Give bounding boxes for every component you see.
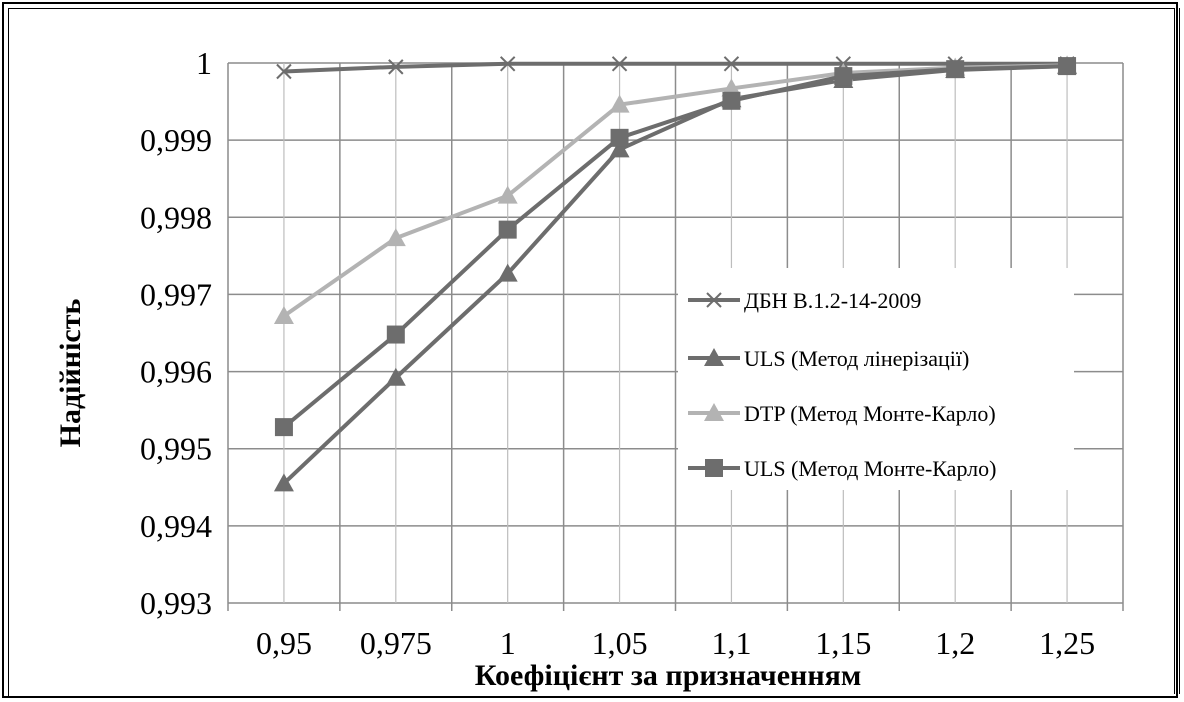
x-tick-label: 0,975 <box>360 625 432 661</box>
y-tick-label: 1 <box>196 45 212 81</box>
square-marker <box>1058 57 1077 76</box>
legend-label: DTP (Метод Монте-Карло) <box>744 401 996 426</box>
x-marker <box>706 292 722 308</box>
y-axis-ticks: 1 0,999 0,998 0,997 0,996 0,995 0,994 0,993 <box>140 45 212 621</box>
series-3 <box>274 57 1077 437</box>
legend: ДБН В.1.2-14-2009 ULS (Метод лінерізації)… <box>678 268 1074 490</box>
triangle-marker <box>497 185 518 204</box>
legend-label: ULS (Метод Монте-Карло) <box>744 456 996 481</box>
x-tick-label: 1,05 <box>592 625 648 661</box>
triangle-marker <box>273 473 294 492</box>
x-tick-label: 1,1 <box>711 625 751 661</box>
square-marker <box>386 325 405 344</box>
x-tick-label: 0,95 <box>256 625 312 661</box>
triangle-marker <box>609 139 630 158</box>
triangle-marker <box>385 367 406 386</box>
triangle-marker <box>385 228 406 247</box>
x-marker <box>276 63 292 80</box>
x-axis-label: Коефіцієнт за призначенням <box>475 659 862 692</box>
inner-frame <box>8 8 1174 698</box>
x-axis-ticks: 0,95 0,975 1 1,05 1,1 1,15 1,2 1,25 <box>256 625 1095 661</box>
x-marker <box>388 59 404 75</box>
right-frame-strip <box>1174 8 1180 694</box>
grid <box>227 62 1124 611</box>
legend-box <box>678 268 1074 490</box>
legend-label: ДБН В.1.2-14-2009 <box>744 288 921 313</box>
legend-item: ДБН В.1.2-14-2009 <box>688 288 921 313</box>
y-tick-label: 0,995 <box>140 431 212 467</box>
series-line <box>283 61 1068 74</box>
triangle-marker <box>704 348 724 366</box>
y-tick-label: 0,994 <box>140 508 212 544</box>
y-tick-label: 0,993 <box>140 585 212 621</box>
square-marker <box>834 67 853 86</box>
triangle-marker <box>609 94 630 113</box>
x-tick-label: 1,15 <box>815 625 871 661</box>
x-tick-label: 1,2 <box>935 625 975 661</box>
x-tick-label: 1 <box>500 625 516 661</box>
triangle-marker <box>273 306 294 325</box>
legend-item: ULS (Метод Монте-Карло) <box>688 456 996 481</box>
legend-label: ULS (Метод лінерізації) <box>744 346 969 371</box>
y-tick-label: 0,998 <box>140 199 212 235</box>
series-group <box>273 55 1078 492</box>
legend-item: DTP (Метод Монте-Карло) <box>688 401 996 426</box>
square-marker <box>610 128 629 147</box>
legend-item: ULS (Метод лінерізації) <box>688 346 969 371</box>
square-marker <box>722 91 741 110</box>
x-marker <box>723 56 740 72</box>
x-marker <box>611 56 628 72</box>
triangle-marker <box>704 403 724 421</box>
y-tick-label: 0,999 <box>140 122 212 158</box>
triangle-marker <box>497 263 518 282</box>
square-marker <box>274 418 293 437</box>
y-axis-label: Надійність <box>54 299 87 448</box>
square-marker <box>946 60 965 79</box>
series-line <box>282 64 1068 429</box>
y-tick-label: 0,996 <box>140 354 212 390</box>
x-marker <box>499 56 516 72</box>
square-marker <box>498 220 517 239</box>
x-tick-label: 1,25 <box>1039 625 1095 661</box>
square-marker <box>705 459 723 477</box>
y-tick-label: 0,997 <box>140 276 212 312</box>
